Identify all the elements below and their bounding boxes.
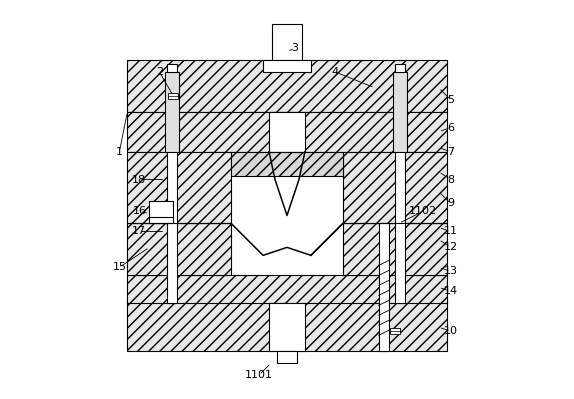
Bar <box>343 223 447 275</box>
Text: 9: 9 <box>447 198 454 209</box>
Text: 3: 3 <box>292 43 298 53</box>
Text: 12: 12 <box>444 242 457 253</box>
Bar <box>393 72 407 152</box>
Bar <box>231 152 343 176</box>
Text: 6: 6 <box>447 122 454 133</box>
Text: 14: 14 <box>444 286 457 296</box>
Bar <box>165 72 179 152</box>
Bar <box>269 112 305 152</box>
Text: 10: 10 <box>444 326 457 336</box>
Bar <box>263 60 311 72</box>
Bar <box>379 223 389 351</box>
Text: 15: 15 <box>113 262 126 273</box>
Bar <box>127 275 447 303</box>
Bar <box>390 328 400 334</box>
Bar <box>127 223 231 275</box>
Text: 11: 11 <box>444 226 457 237</box>
Bar <box>127 299 447 351</box>
Bar <box>277 351 297 363</box>
Text: 18: 18 <box>133 174 146 185</box>
Bar <box>127 112 447 152</box>
Bar <box>149 201 173 223</box>
Text: 1: 1 <box>116 146 123 157</box>
Text: 2: 2 <box>156 67 163 77</box>
Bar <box>395 64 405 303</box>
Bar <box>343 152 447 223</box>
Text: 1101: 1101 <box>245 370 273 380</box>
Text: 4: 4 <box>331 67 339 77</box>
Text: 1102: 1102 <box>409 206 437 217</box>
Bar <box>169 93 178 99</box>
Text: 7: 7 <box>447 146 454 157</box>
Bar <box>127 152 231 223</box>
Bar <box>167 64 177 303</box>
Text: 16: 16 <box>133 206 146 217</box>
Bar <box>272 24 302 60</box>
Text: 5: 5 <box>447 95 454 105</box>
Text: 17: 17 <box>133 226 146 237</box>
Bar <box>127 60 447 112</box>
Bar <box>269 303 305 351</box>
Text: 13: 13 <box>444 266 457 277</box>
Text: 8: 8 <box>447 174 454 185</box>
